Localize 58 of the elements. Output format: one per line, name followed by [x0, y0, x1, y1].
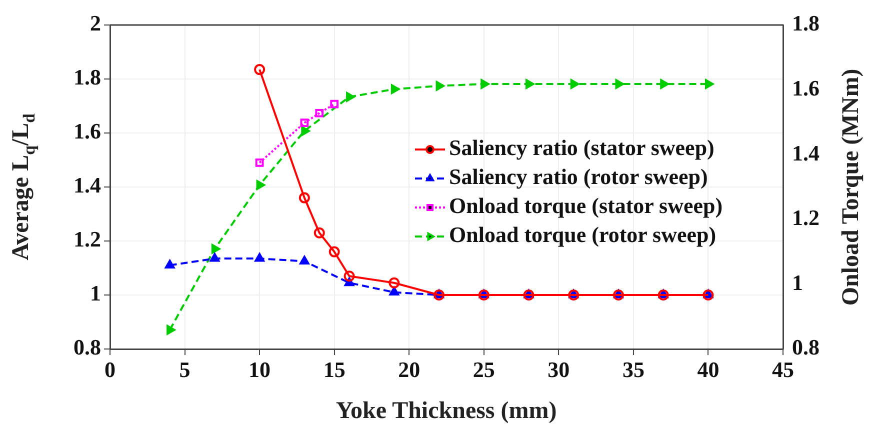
- legend-label: Onload torque (stator sweep): [449, 193, 723, 218]
- x-tick-label: 35: [622, 356, 644, 382]
- legend-label: Saliency ratio (rotor sweep): [449, 164, 708, 190]
- x-tick-label: 0: [104, 356, 116, 382]
- y-tick-label: 0.8: [74, 334, 101, 360]
- y2-tick-label: 1.6: [792, 75, 820, 100]
- y2-tick-label: 0.8: [792, 334, 820, 360]
- x-tick-label: 25: [472, 356, 495, 382]
- point: [256, 180, 266, 190]
- point: [704, 79, 714, 89]
- point: [211, 244, 220, 254]
- point: [255, 158, 264, 167]
- y-tick-label: 1.6: [74, 118, 101, 144]
- y-tick-label: 1.4: [74, 172, 101, 198]
- point: [388, 277, 400, 288]
- point: [300, 256, 310, 264]
- point: [298, 192, 310, 204]
- y2-axis-title: Onload Torque (MNm): [838, 68, 864, 306]
- point: [660, 79, 669, 89]
- point: [164, 260, 175, 269]
- y-tick-label: 1.8: [74, 64, 101, 90]
- point: [330, 100, 339, 108]
- legend-label: Onload torque (rotor sweep): [449, 222, 716, 248]
- y2-tick-label: 1.2: [792, 205, 820, 230]
- point: [254, 64, 266, 76]
- point: [390, 84, 400, 94]
- x-tick-label: 10: [248, 356, 271, 382]
- point: [314, 227, 325, 238]
- y2-tick-label: 1.8: [792, 10, 820, 36]
- point: [389, 286, 400, 296]
- x-tick-label: 5: [179, 356, 190, 382]
- y-tick-label: 2: [90, 10, 101, 36]
- x-tick-label: 20: [398, 356, 420, 382]
- point: [615, 79, 624, 89]
- y2-tick-label: 1.4: [792, 140, 820, 166]
- point: [526, 79, 534, 89]
- point: [344, 270, 355, 282]
- point: [346, 92, 355, 102]
- x-tick-label: 30: [548, 356, 570, 382]
- point: [210, 253, 220, 262]
- point: [301, 126, 310, 136]
- y2-tick-label: 1: [792, 270, 803, 295]
- y-tick-label: 1.2: [74, 226, 101, 252]
- point: [300, 118, 309, 128]
- point: [166, 324, 176, 335]
- point: [328, 246, 340, 258]
- y-axis-title: Average Lq/Ld: [8, 112, 39, 260]
- legend-label: Saliency ratio (stator sweep): [449, 135, 714, 160]
- x-tick-label: 40: [697, 356, 720, 382]
- x-tick-label: 45: [772, 356, 794, 382]
- x-axis-title: Yoke Thickness (mm): [336, 398, 557, 424]
- point: [480, 79, 490, 89]
- point: [315, 108, 324, 118]
- point: [436, 81, 445, 91]
- point: [570, 79, 580, 89]
- y-tick-label: 1: [90, 280, 101, 306]
- point: [254, 253, 264, 262]
- x-tick-label: 15: [323, 356, 346, 382]
